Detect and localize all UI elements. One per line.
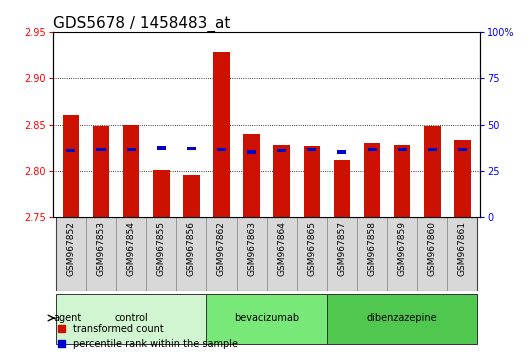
Bar [364, 143, 380, 217]
Text: GSM967856: GSM967856 [187, 221, 196, 276]
Text: GSM967861: GSM967861 [458, 221, 467, 276]
Text: GSM967859: GSM967859 [398, 221, 407, 276]
Text: agent: agent [53, 313, 82, 323]
Bar [153, 170, 169, 217]
Text: GSM967860: GSM967860 [428, 221, 437, 276]
Bar [187, 147, 196, 150]
Bar [93, 126, 109, 217]
Text: GSM967854: GSM967854 [127, 221, 136, 276]
Bar [424, 126, 440, 217]
Bar [267, 217, 297, 291]
Bar [417, 217, 447, 291]
Bar [127, 148, 136, 152]
Bar [277, 149, 286, 152]
Bar [357, 217, 387, 291]
Bar [206, 294, 327, 344]
Bar [176, 217, 206, 291]
Text: GSM967853: GSM967853 [97, 221, 106, 276]
Text: GDS5678 / 1458483_at: GDS5678 / 1458483_at [53, 16, 230, 32]
Text: GSM967857: GSM967857 [337, 221, 346, 276]
Bar [206, 217, 237, 291]
Bar [274, 145, 290, 217]
Bar [86, 217, 116, 291]
Bar [337, 150, 346, 154]
Bar [247, 150, 256, 154]
Text: GSM967865: GSM967865 [307, 221, 316, 276]
Bar [243, 134, 260, 217]
Bar [146, 217, 176, 291]
Bar [327, 217, 357, 291]
Legend: transformed count, percentile rank within the sample: transformed count, percentile rank withi… [58, 324, 238, 349]
Bar [123, 125, 139, 217]
Text: GSM967852: GSM967852 [67, 221, 76, 276]
Text: GSM967858: GSM967858 [367, 221, 376, 276]
Bar [367, 148, 376, 152]
Text: GSM967862: GSM967862 [217, 221, 226, 276]
Bar [304, 146, 320, 217]
Text: GSM967863: GSM967863 [247, 221, 256, 276]
Bar [157, 146, 166, 149]
Bar [183, 176, 200, 217]
Bar [67, 149, 76, 152]
Bar [334, 160, 350, 217]
Bar [56, 217, 86, 291]
Bar [458, 148, 467, 152]
Text: bevacizumab: bevacizumab [234, 313, 299, 323]
Bar [387, 217, 417, 291]
Bar [394, 145, 410, 217]
Bar [447, 217, 477, 291]
Bar [428, 148, 437, 152]
Bar [56, 294, 206, 344]
Bar [237, 217, 267, 291]
Text: control: control [114, 313, 148, 323]
Bar [97, 148, 106, 152]
Bar [217, 148, 226, 152]
Bar [297, 217, 327, 291]
Bar [116, 217, 146, 291]
Bar [63, 115, 79, 217]
Bar [454, 140, 470, 217]
Text: dibenzazepine: dibenzazepine [367, 313, 438, 323]
Text: GSM967864: GSM967864 [277, 221, 286, 276]
Bar [213, 52, 230, 217]
Bar [327, 294, 477, 344]
Text: GSM967855: GSM967855 [157, 221, 166, 276]
Bar [398, 148, 407, 152]
Bar [307, 148, 316, 152]
